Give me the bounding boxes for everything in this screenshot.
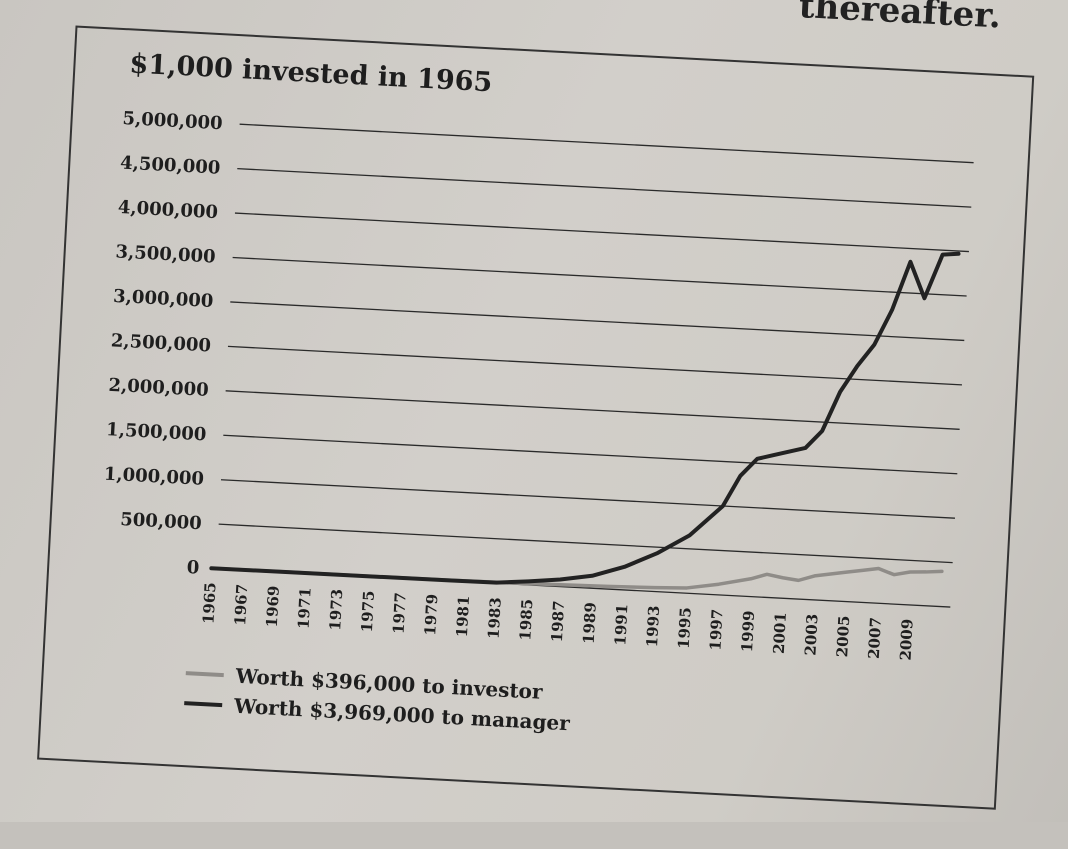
gridline bbox=[227, 345, 962, 386]
gridline bbox=[225, 390, 960, 430]
gridline bbox=[234, 212, 969, 253]
book-page: thereafter. $1,000 invested in 1965 0 500… bbox=[0, 0, 1068, 822]
x-tick-label: 1989 bbox=[580, 602, 600, 645]
gridline bbox=[230, 301, 965, 342]
y-tick-label: 2,500,000 bbox=[110, 330, 211, 356]
x-tick-label: 2005 bbox=[833, 615, 853, 658]
x-tick-label: 2009 bbox=[896, 618, 916, 661]
x-tick-label: 1967 bbox=[231, 583, 251, 626]
y-tick-label: 2,000,000 bbox=[108, 375, 209, 401]
x-tick-label: 1979 bbox=[421, 593, 441, 636]
x-tick-label: 1995 bbox=[675, 607, 695, 650]
x-tick-label: 2001 bbox=[770, 612, 790, 655]
series-layer bbox=[209, 251, 961, 590]
y-tick-label: 1,000,000 bbox=[103, 464, 204, 490]
x-tick-label: 1991 bbox=[611, 603, 631, 646]
gridline bbox=[218, 523, 953, 564]
x-axis-ticks: 1965 1967 1969 1971 1973 1975 1977 1979 1981 1983… bbox=[199, 582, 916, 661]
x-tick-label: 1981 bbox=[453, 595, 473, 638]
y-tick-label: 5,000,000 bbox=[122, 108, 223, 134]
series-line-manager bbox=[209, 251, 961, 585]
x-tick-label: 2003 bbox=[801, 613, 821, 656]
gridline bbox=[232, 256, 967, 297]
gridline bbox=[237, 167, 972, 208]
gridline bbox=[239, 123, 974, 164]
x-tick-label: 1997 bbox=[706, 608, 726, 651]
series-line-investor bbox=[209, 566, 944, 590]
x-tick-label: 1971 bbox=[294, 587, 314, 630]
x-tick-label: 1987 bbox=[548, 600, 568, 643]
y-tick-label: 0 bbox=[186, 557, 200, 579]
gridline bbox=[223, 434, 958, 475]
x-tick-label: 1993 bbox=[643, 605, 663, 648]
x-tick-label: 2007 bbox=[865, 617, 885, 660]
x-tick-label: 1965 bbox=[199, 582, 219, 625]
x-tick-label: 1973 bbox=[326, 588, 346, 631]
grid-layer bbox=[216, 123, 974, 608]
x-tick-label: 1983 bbox=[485, 597, 505, 640]
y-tick-label: 4,000,000 bbox=[117, 197, 218, 223]
y-tick-label: 4,500,000 bbox=[120, 153, 221, 179]
x-tick-label: 1985 bbox=[516, 598, 536, 641]
x-tick-label: 1975 bbox=[358, 590, 378, 633]
y-tick-label: 1,500,000 bbox=[106, 419, 207, 445]
y-tick-label: 3,000,000 bbox=[113, 286, 214, 312]
y-tick-label: 500,000 bbox=[120, 509, 202, 534]
x-tick-label: 1969 bbox=[263, 585, 283, 628]
gridline bbox=[220, 479, 956, 519]
x-tick-label: 1999 bbox=[738, 610, 758, 653]
legend-swatch-investor bbox=[185, 671, 224, 678]
y-axis-ticks: 0 500,000 1,000,000 1,500,000 2,000,000 2,500… bbox=[103, 108, 223, 579]
x-tick-label: 1977 bbox=[390, 592, 410, 635]
legend-swatch-manager bbox=[184, 701, 223, 708]
y-tick-label: 3,500,000 bbox=[115, 241, 216, 267]
